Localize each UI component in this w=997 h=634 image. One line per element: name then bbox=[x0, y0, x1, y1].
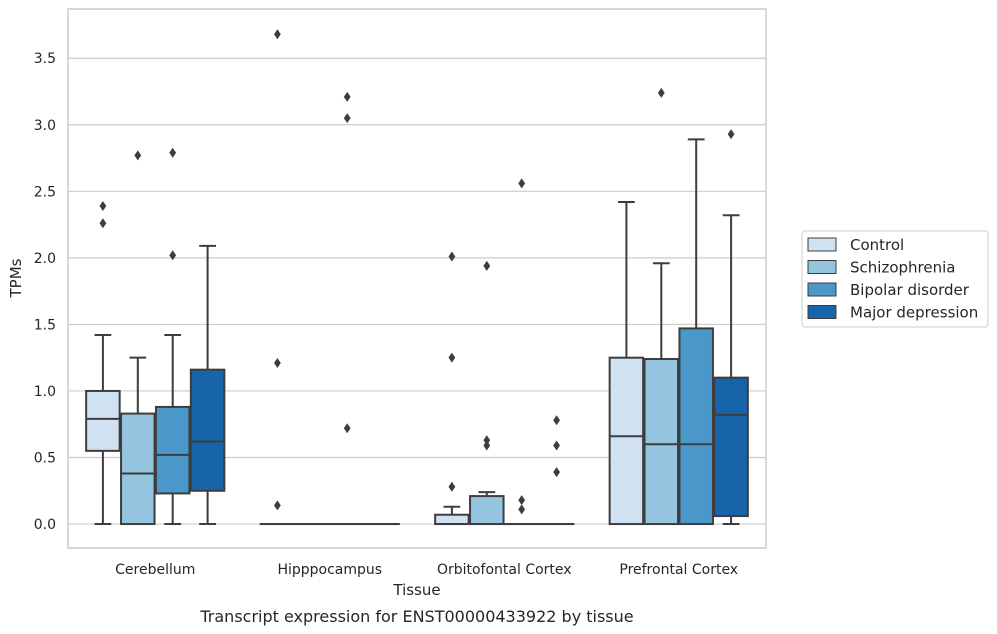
y-axis-ticks: 0.0 0.5 1.0 1.5 2.0 2.5 3.0 3.5 bbox=[34, 51, 56, 533]
y-tick-label: 2.0 bbox=[34, 251, 56, 267]
legend-label: Bipolar disorder bbox=[850, 281, 970, 299]
outlier-point bbox=[657, 87, 665, 98]
outlier-point bbox=[448, 481, 456, 492]
box-body bbox=[643, 358, 680, 526]
box-control bbox=[259, 29, 296, 526]
box-body bbox=[189, 368, 226, 492]
box-body bbox=[85, 389, 121, 452]
box-schizophrenia bbox=[643, 87, 680, 526]
box-schizophrenia bbox=[120, 150, 156, 526]
box-bipolar-disorder bbox=[678, 138, 714, 526]
outlier-point bbox=[274, 29, 281, 40]
outlier-point bbox=[483, 260, 491, 271]
legend-label: Schizophrenia bbox=[850, 259, 955, 277]
box-major-depression bbox=[538, 415, 575, 526]
legend-label: Major depression bbox=[850, 304, 978, 322]
outlier-point bbox=[343, 91, 351, 102]
outlier-point bbox=[553, 467, 560, 478]
legend-swatch bbox=[807, 237, 837, 252]
outlier-point bbox=[343, 113, 351, 124]
y-axis-label: TPMs bbox=[7, 258, 25, 298]
outlier-point bbox=[553, 440, 560, 451]
outlier-point bbox=[553, 415, 560, 426]
box-major-depression bbox=[713, 129, 749, 526]
y-tick-label: 1.0 bbox=[34, 384, 56, 400]
y-tick-label: 2.5 bbox=[34, 184, 56, 200]
plot-frame bbox=[67, 8, 767, 549]
box-control bbox=[85, 200, 121, 526]
box-body bbox=[154, 405, 191, 495]
chart-caption: Transcript expression for ENST0000043392… bbox=[199, 607, 633, 626]
x-axis-ticks: Cerebellum Hipppocampus Orbitofontal Corte… bbox=[115, 562, 738, 578]
box-body bbox=[434, 513, 470, 526]
box-bipolar-disorder bbox=[503, 178, 540, 526]
y-tick-label: 0.5 bbox=[34, 451, 56, 467]
outlier-point bbox=[483, 440, 491, 451]
outlier-point bbox=[99, 200, 107, 211]
y-tick-label: 3.5 bbox=[34, 51, 56, 67]
outlier-point bbox=[169, 147, 177, 158]
box-body bbox=[713, 376, 749, 518]
outlier-point bbox=[134, 150, 142, 161]
box-bipolar-disorder bbox=[329, 91, 365, 526]
box-major-depression bbox=[189, 244, 226, 526]
x-tick-label: Prefrontal Cortex bbox=[619, 562, 738, 578]
x-axis-label: Tissue bbox=[392, 581, 440, 599]
y-tick-label: 0.0 bbox=[34, 517, 56, 533]
outlier-point bbox=[448, 352, 456, 363]
outlier-point bbox=[518, 178, 526, 189]
outlier-point bbox=[727, 129, 735, 140]
outlier-point bbox=[99, 218, 107, 229]
box-body bbox=[120, 412, 156, 526]
legend-frame bbox=[801, 230, 989, 328]
legend-swatch bbox=[807, 305, 837, 319]
box-groups bbox=[85, 29, 749, 526]
outlier-point bbox=[274, 358, 281, 369]
outlier-point bbox=[343, 423, 351, 434]
outlier-point bbox=[169, 250, 177, 261]
legend-label: Control bbox=[850, 236, 904, 254]
box-schizophrenia bbox=[469, 260, 505, 526]
legend: Control Schizophrenia Bipolar disorder Majo… bbox=[801, 230, 989, 328]
y-tick-label: 1.5 bbox=[34, 317, 56, 333]
outlier-point bbox=[274, 500, 281, 511]
outlier-point bbox=[518, 495, 526, 506]
y-tick-label: 3.0 bbox=[34, 118, 56, 134]
box-body bbox=[469, 495, 505, 526]
x-tick-label: Cerebellum bbox=[115, 562, 195, 578]
box-control bbox=[434, 251, 470, 526]
outlier-point bbox=[518, 504, 526, 515]
x-tick-label: Orbitofontal Cortex bbox=[437, 562, 572, 578]
x-tick-label: Hipppocampus bbox=[277, 562, 382, 578]
box-body bbox=[608, 356, 645, 526]
outlier-point bbox=[483, 435, 491, 446]
box-bipolar-disorder bbox=[154, 147, 191, 526]
legend-swatch bbox=[807, 260, 837, 274]
box-body bbox=[678, 327, 714, 526]
outlier-point bbox=[448, 251, 456, 262]
box-control bbox=[608, 200, 645, 526]
legend-swatch bbox=[807, 282, 837, 297]
